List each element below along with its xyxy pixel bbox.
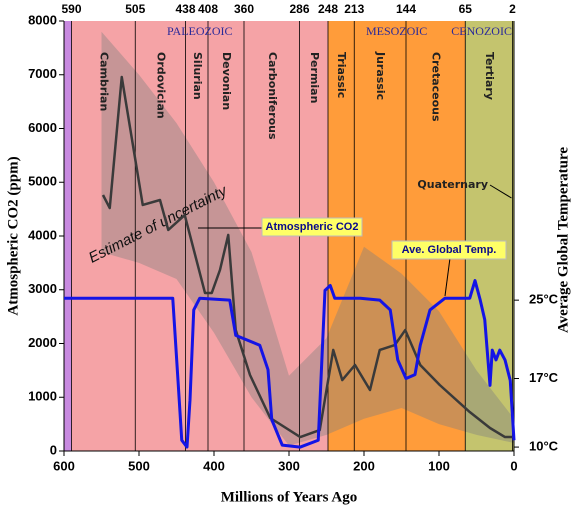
- boundary-label: 438: [175, 2, 195, 16]
- y-axis-label: Atmospheric CO2 (ppm): [5, 156, 21, 315]
- y2-tick-label: 25°C: [529, 292, 559, 307]
- y-tick-label: 7000: [28, 66, 57, 81]
- callout-pointer: [444, 257, 451, 297]
- series-line: [101, 75, 514, 439]
- y2-tick-label: 17°C: [529, 370, 559, 385]
- x-tick-label: 100: [428, 458, 450, 473]
- boundary-label: 2: [509, 2, 516, 16]
- y-tick-label: 3000: [28, 281, 57, 296]
- x-axis-label: Millions of Years Ago: [221, 489, 358, 505]
- boundary-label: 505: [125, 2, 145, 16]
- y-tick-label: 8000: [28, 12, 57, 27]
- x-tick-label: 500: [128, 458, 150, 473]
- period-label: Jurassic: [374, 51, 387, 100]
- period-pointer: [489, 184, 512, 199]
- y-tick-label: 4000: [28, 227, 57, 242]
- x-tick-label: 400: [203, 458, 225, 473]
- legend-label: Ave. Global Temp.: [402, 244, 497, 256]
- y-tick-label: 6000: [28, 120, 57, 135]
- legend-label: Atmospheric CO2: [266, 221, 359, 233]
- period-label: Permian: [308, 52, 321, 103]
- y2-axis-label: Average Global Temperature: [555, 147, 571, 333]
- pre-cambrian-band: [64, 21, 72, 451]
- period-label: Cretaceous: [430, 52, 443, 122]
- period-label: Cambrian: [97, 52, 110, 111]
- era-label: MESOZOIC: [366, 24, 427, 38]
- boundary-label: 590: [61, 2, 81, 16]
- callout-box: [261, 217, 363, 237]
- period-label: Tertiary: [483, 52, 496, 100]
- boundary-label: 286: [289, 2, 309, 16]
- x-tick-label: 0: [510, 458, 517, 473]
- boundary-label: 408: [198, 2, 218, 16]
- callout-box: [391, 240, 507, 260]
- period-label: Silurian: [191, 52, 204, 100]
- period-label: Devonian: [220, 52, 233, 110]
- y-tick-label: 0: [50, 442, 57, 457]
- backgrounds: [64, 21, 514, 451]
- y-tick-label: 5000: [28, 174, 57, 189]
- x-tick-label: 600: [53, 458, 75, 473]
- x-tick-label: 200: [353, 458, 375, 473]
- x-tick-label: 300: [278, 458, 300, 473]
- period-label: Triassic: [335, 52, 348, 98]
- boundary-label: 65: [459, 2, 473, 16]
- y-tick-label: 1000: [28, 389, 57, 404]
- boundary-label: 360: [234, 2, 254, 16]
- boundary-label: 144: [396, 2, 416, 16]
- era-label: PALEOZOIC: [167, 24, 233, 38]
- period-label: Quaternary: [417, 178, 488, 191]
- series-line: [64, 279, 516, 449]
- y2-tick-label: 10°C: [529, 439, 559, 454]
- boundary-label: 248: [318, 2, 338, 16]
- y-tick-label: 2000: [28, 335, 57, 350]
- period-label: Carboniferous: [266, 52, 279, 140]
- boundary-label: 213: [344, 2, 364, 16]
- period-label: Ordovician: [154, 52, 167, 119]
- era-label: CENOZOIC: [451, 24, 512, 38]
